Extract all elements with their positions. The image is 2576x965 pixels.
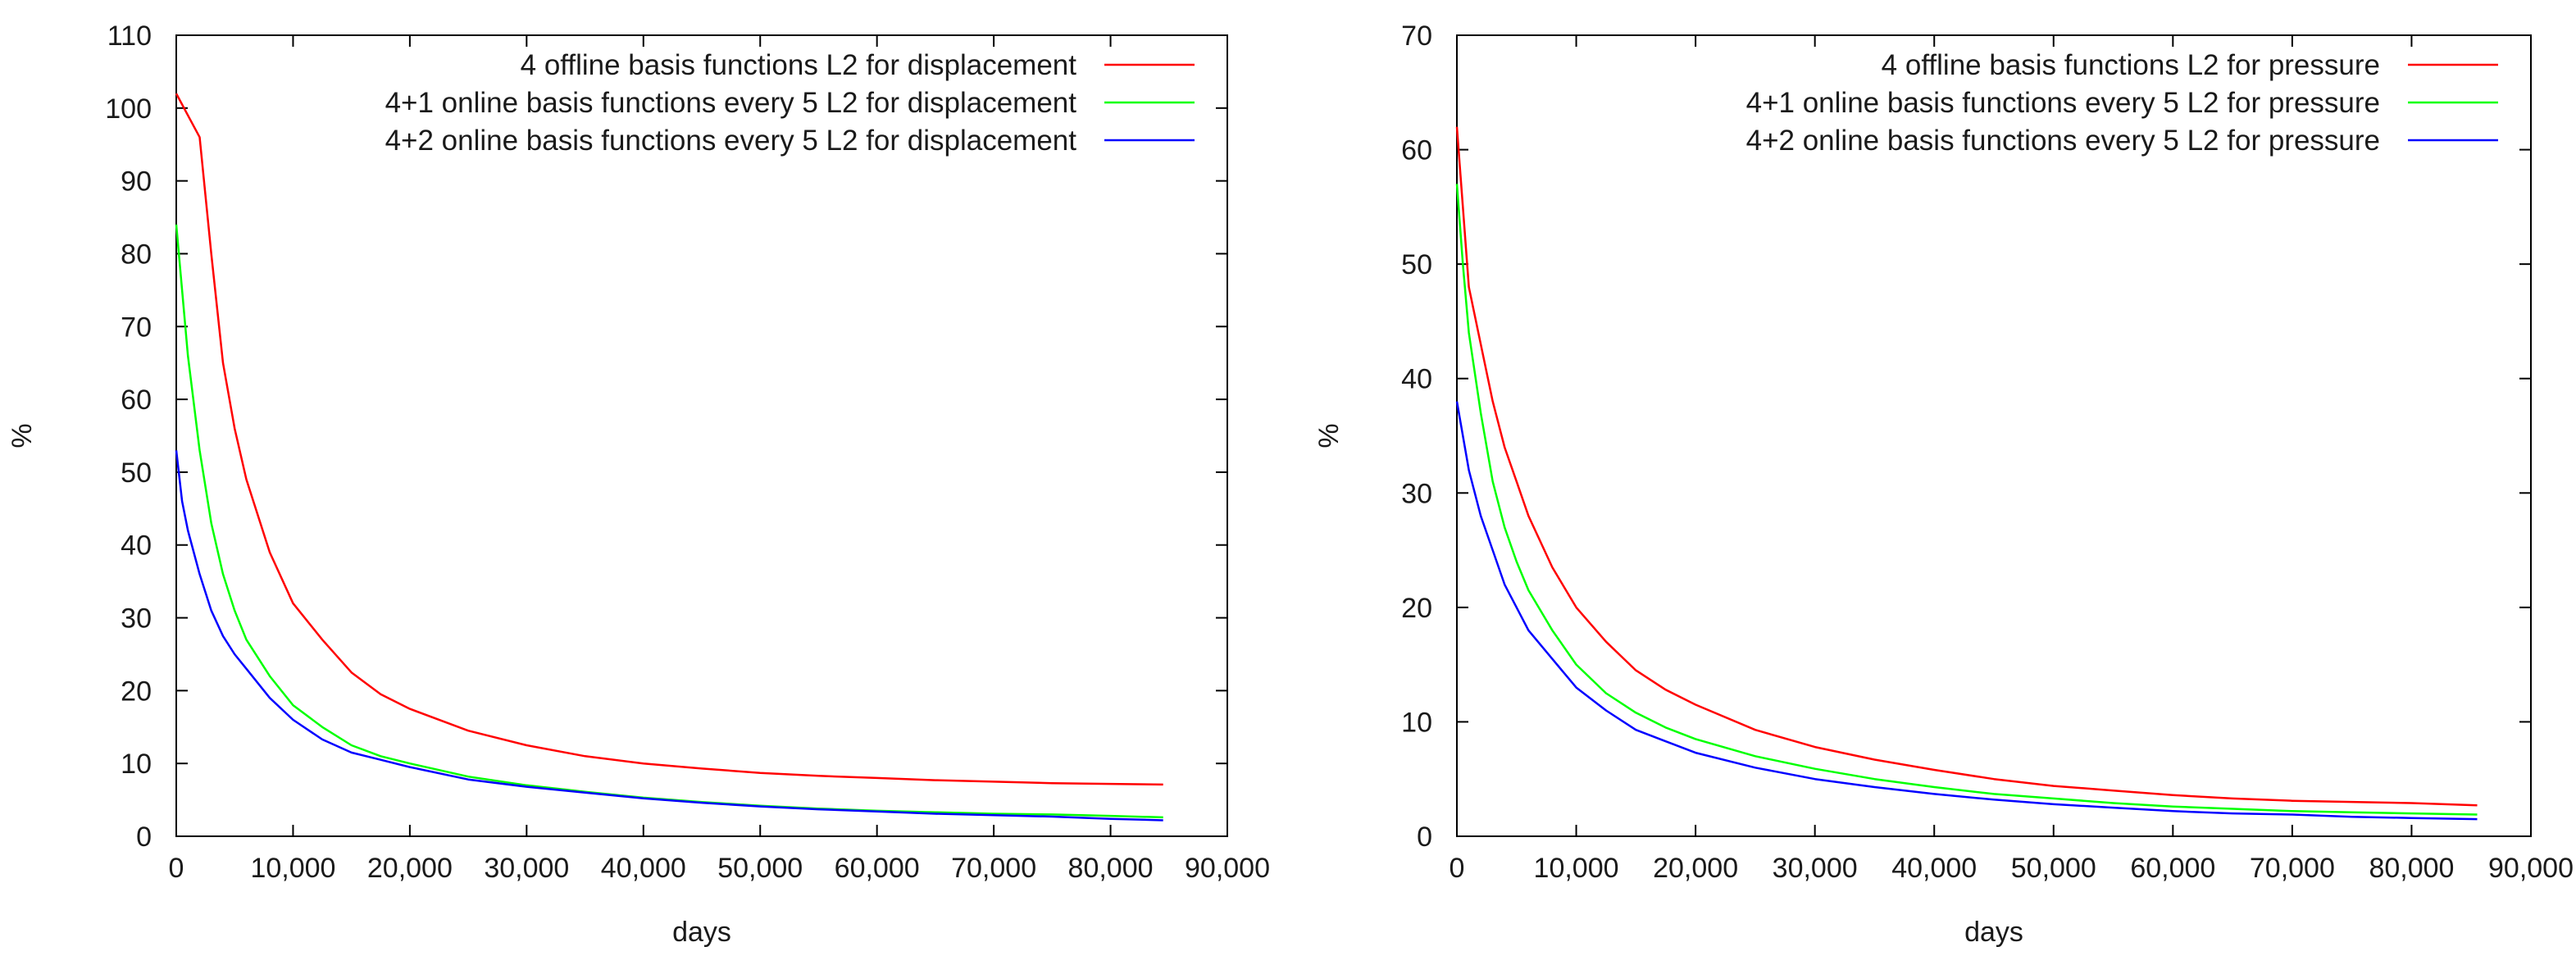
plot-frame (175, 34, 1228, 837)
legend-label: 4+2 online basis functions every 5 L2 fo… (385, 125, 1077, 157)
y-tick-label: 20 (121, 676, 152, 707)
y-tick-label: 80 (121, 239, 152, 270)
series-line-1 (175, 93, 1163, 786)
x-tick-label: 10,000 (250, 853, 335, 884)
plot-frame (1456, 34, 2532, 837)
x-tick-label: 90,000 (1185, 853, 1270, 884)
y-tick-label: 60 (121, 385, 152, 416)
x-tick-label: 70,000 (2250, 853, 2335, 884)
x-tick-label: 60,000 (835, 853, 920, 884)
x-tick-label: 40,000 (601, 853, 686, 884)
x-tick-label: 70,000 (951, 853, 1036, 884)
y-axis-title: % (1313, 423, 1345, 448)
x-tick-label: 30,000 (1773, 853, 1858, 884)
y-tick-label: 20 (1401, 593, 1432, 624)
y-tick-label: 10 (1401, 707, 1432, 738)
pressure-error-chart: 0 10 20 30 40 50 60 70 0 10,000 20,000 30,000 40,000… (1313, 20, 2574, 948)
x-tick-label: 80,000 (2369, 853, 2454, 884)
x-axis-title: days (1964, 917, 2023, 948)
x-tick-label: 60,000 (2130, 853, 2215, 884)
legend-label: 4+1 online basis functions every 5 L2 fo… (385, 87, 1077, 119)
x-axis-title: days (672, 917, 731, 948)
y-tick-label: 70 (121, 312, 152, 343)
y-tick-label: 50 (121, 457, 152, 489)
x-tick-label: 40,000 (1891, 853, 1977, 884)
y-tick-label: 10 (121, 749, 152, 780)
x-tick-label: 0 (1450, 853, 1465, 884)
series-line-3 (1455, 401, 2478, 821)
legend-label: 4+1 online basis functions every 5 L2 fo… (1746, 87, 2380, 119)
y-tick-label: 30 (121, 603, 152, 635)
series-line-2 (175, 224, 1163, 819)
y-tick-label: 40 (121, 530, 152, 562)
x-tick-label: 80,000 (1068, 853, 1154, 884)
x-tick-label: 50,000 (2011, 853, 2096, 884)
series-line-3 (175, 450, 1163, 822)
legend-label: 4+2 online basis functions every 5 L2 fo… (1746, 125, 2380, 157)
series-line-1 (1455, 126, 2478, 807)
y-tick-label: 0 (1417, 822, 1432, 853)
y-axis-title: % (7, 423, 38, 448)
legend-label: 4 offline basis functions L2 for pressur… (1882, 49, 2380, 81)
y-tick-label: 110 (107, 20, 152, 52)
x-tick-label: 50,000 (717, 853, 803, 884)
legend-label: 4 offline basis functions L2 for displac… (521, 49, 1077, 81)
y-tick-label: 0 (136, 822, 152, 853)
x-tick-label: 10,000 (1534, 853, 1619, 884)
x-tick-label: 30,000 (484, 853, 569, 884)
x-tick-label: 20,000 (1653, 853, 1738, 884)
x-tick-label: 20,000 (367, 853, 453, 884)
y-tick-label: 100 (105, 93, 152, 125)
y-tick-label: 60 (1401, 135, 1432, 166)
y-tick-label: 40 (1401, 364, 1432, 395)
y-tick-label: 90 (121, 166, 152, 198)
y-tick-label: 50 (1401, 249, 1432, 280)
y-tick-label: 70 (1401, 20, 1432, 52)
displacement-error-chart: 0 10 20 30 40 50 60 70 80 90 100 110 0 10,000 20,000 30… (7, 20, 1270, 948)
y-tick-label: 30 (1401, 478, 1432, 509)
x-tick-label: 0 (169, 853, 184, 884)
series-line-2 (1455, 184, 2478, 816)
x-tick-label: 90,000 (2488, 853, 2574, 884)
